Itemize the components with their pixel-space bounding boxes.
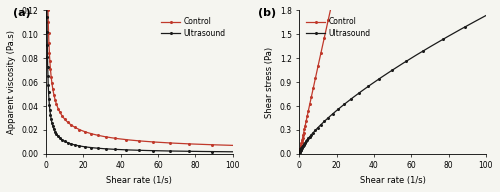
Line: Ultrasound: Ultrasound bbox=[46, 0, 234, 153]
Legend: Control, Ultrasound: Control, Ultrasound bbox=[158, 14, 228, 41]
Ultrasound bbox=[182, 150, 188, 152]
Control bbox=[156, 141, 162, 143]
Ultrasound bbox=[297, 150, 303, 152]
Line: Ultrasound: Ultrasound bbox=[299, 15, 486, 153]
Ultrasound bbox=[299, 146, 305, 149]
X-axis label: Shear rate (1/s): Shear rate (1/s) bbox=[106, 176, 172, 185]
Ultrasound bbox=[298, 148, 304, 150]
Ultrasound bbox=[44, 6, 50, 8]
Ultrasound bbox=[297, 150, 303, 152]
Ultrasound bbox=[156, 150, 162, 152]
Ultrasound bbox=[297, 151, 303, 153]
Control bbox=[297, 149, 303, 151]
Ultrasound bbox=[46, 95, 52, 97]
Control bbox=[45, 1, 51, 3]
Ultrasound bbox=[45, 70, 51, 72]
Control bbox=[46, 38, 52, 41]
Ultrasound bbox=[230, 151, 235, 153]
Ultrasound bbox=[483, 14, 489, 17]
Control bbox=[230, 144, 235, 146]
Legend: Control, Ultrasound: Control, Ultrasound bbox=[303, 14, 374, 41]
Ultrasound bbox=[436, 41, 442, 43]
Control bbox=[182, 142, 188, 145]
Text: (a): (a) bbox=[12, 7, 30, 18]
Control bbox=[299, 140, 305, 142]
Control bbox=[298, 144, 304, 147]
Control bbox=[297, 149, 303, 151]
X-axis label: Shear rate (1/s): Shear rate (1/s) bbox=[360, 176, 426, 185]
Y-axis label: Apparent viscosity (Pa.s): Apparent viscosity (Pa.s) bbox=[7, 30, 16, 134]
Y-axis label: Shear stress (Pa): Shear stress (Pa) bbox=[265, 47, 274, 118]
Line: Control: Control bbox=[299, 0, 486, 152]
Text: (b): (b) bbox=[258, 7, 276, 18]
Line: Control: Control bbox=[46, 0, 234, 146]
Control bbox=[297, 150, 303, 152]
Ultrasound bbox=[410, 56, 416, 58]
